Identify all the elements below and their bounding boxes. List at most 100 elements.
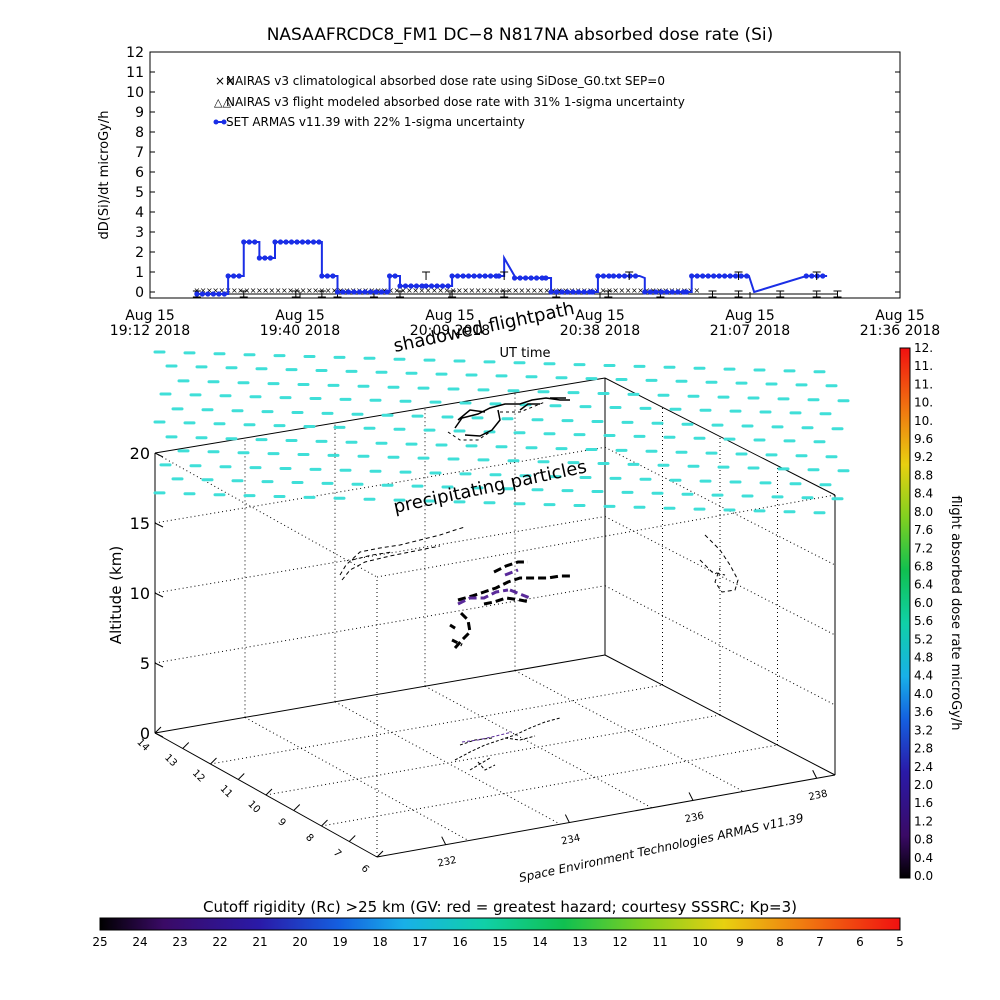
svg-text:△△: △△ <box>214 96 231 109</box>
armas-point <box>590 289 596 295</box>
armas-point <box>454 273 461 279</box>
clim-marker: × <box>619 286 626 295</box>
armas-point <box>408 283 414 289</box>
clim-marker: × <box>481 286 488 295</box>
rigidity-colorbar-tick: 18 <box>372 935 387 949</box>
legend-entry-nairas-flight: △△ NAIRAS v3 flight modeled absorbed dos… <box>214 95 685 109</box>
armas-point <box>460 273 466 279</box>
floor-gridline <box>244 716 469 842</box>
dose-colorbar-tick: 1.6 <box>914 796 933 810</box>
y-tick-label: 11 <box>126 65 144 81</box>
dose-colorbar-label: flight absorbed dose rate microGy/h <box>948 496 963 731</box>
armas-point <box>334 289 341 295</box>
rigidity-colorbar-tick: 7 <box>816 935 824 949</box>
armas-point <box>419 283 425 289</box>
rigidity-colorbar-tick: 22 <box>212 935 227 949</box>
lat-tick-label: 6 <box>359 863 371 875</box>
clim-marker: × <box>256 286 263 295</box>
dose-colorbar-tick: 3.6 <box>914 705 933 719</box>
clim-marker: × <box>512 286 519 295</box>
dose-colorbar-tick: 6.4 <box>914 578 933 592</box>
rigidity-colorbar-tick: 14 <box>532 935 547 949</box>
armas-point <box>445 283 451 289</box>
plot-frame <box>149 51 901 299</box>
y-tick-label: 5 <box>135 185 144 201</box>
series-armas <box>194 239 828 297</box>
dose-colorbar-tick: 0.0 <box>914 869 933 883</box>
dose-colorbar-tick: 0.4 <box>914 851 933 865</box>
armas-point <box>543 275 549 281</box>
alt-tick-label: 15 <box>130 514 150 533</box>
legend-entry-nairas-clim: ×× NAIRAS v3 climatological absorbed dos… <box>215 74 665 88</box>
x-tick-time: 19:40 2018 <box>260 323 340 339</box>
armas-point <box>362 289 368 295</box>
box-edge <box>154 654 606 734</box>
rigidity-colorbar-tick: 24 <box>132 935 147 949</box>
clim-marker: × <box>531 286 538 295</box>
clim-marker: × <box>475 286 482 295</box>
armas-point <box>653 289 659 295</box>
armas-point <box>621 273 628 279</box>
lon-tick-mark <box>441 836 447 845</box>
y-tick-label: 8 <box>135 125 144 141</box>
armas-point <box>694 273 700 279</box>
lat-tick-label: 11 <box>218 783 235 800</box>
armas-point <box>664 289 670 295</box>
clim-marker: × <box>469 286 476 295</box>
legend-label-armas: SET ARMAS v11.39 with 22% 1-sigma uncert… <box>226 115 525 129</box>
rigidity-colorbar-tick: 6 <box>856 935 864 949</box>
armas-point <box>367 289 374 295</box>
clim-marker: × <box>437 286 444 295</box>
armas-point <box>700 273 706 279</box>
lat-tick-mark <box>265 788 273 796</box>
alt-tick-mark <box>154 522 164 528</box>
x-tick-date: Aug 15 <box>125 308 175 324</box>
shadow-flightpath-ground-dose <box>461 731 513 743</box>
armas-point <box>305 239 311 245</box>
flight-track-3d <box>453 560 570 649</box>
armas-point <box>256 255 262 261</box>
clim-marker: × <box>494 286 501 295</box>
x-tick-time: 21:36 2018 <box>860 323 940 339</box>
clim-marker: × <box>212 286 219 295</box>
shadow-flightpath-top <box>454 397 570 437</box>
armas-point <box>262 255 268 261</box>
armas-point <box>616 273 622 279</box>
rigidity-colorbar-tick: 9 <box>736 935 744 949</box>
series-layer: × × × × × × × × × × × × × × × × × × × × × × × × × × × × × × × × × × × × × × × ×… <box>192 239 842 298</box>
armas-point <box>210 291 216 297</box>
armas-point <box>559 289 565 295</box>
armas-point <box>294 239 300 245</box>
rigidity-colorbar-tick: 17 <box>412 935 427 949</box>
lat-tick-mark <box>182 742 190 749</box>
dose-colorbar-tick: 8.0 <box>914 505 933 519</box>
rigidity-colorbar: Cutoff rigidity (Rc) >25 km (GV: red = g… <box>92 898 903 949</box>
dose-colorbar-tick: 2.4 <box>914 760 933 774</box>
rigidity-colorbar-tick: 10 <box>692 935 707 949</box>
armas-point <box>581 289 587 295</box>
clim-marker: × <box>687 286 694 295</box>
shadow-flightpath-right <box>699 534 739 593</box>
armas-point <box>733 273 739 279</box>
armas-point <box>324 273 330 279</box>
alt-tick-label: 10 <box>130 584 150 603</box>
alt-gridline <box>604 585 836 706</box>
x-axis-label: UT time <box>500 346 551 361</box>
armas-point <box>310 239 317 245</box>
dose-colorbar-tick: 11. <box>914 359 933 373</box>
figure-title: NASAAFRCDC8_FM1 DC−8 N817NA absorbed dos… <box>267 25 774 45</box>
armas-point <box>277 239 284 245</box>
lon-tick-label: 236 <box>684 811 705 826</box>
legend: ×× NAIRAS v3 climatological absorbed dos… <box>213 74 685 129</box>
armas-point <box>246 239 252 245</box>
armas-point <box>221 291 227 297</box>
lat-tick-label: 13 <box>162 752 179 769</box>
box-edge-dotted <box>376 494 836 578</box>
clim-marker: × <box>594 286 601 295</box>
x-tick-time: 20:09 2018 <box>410 323 490 339</box>
box-edge <box>376 774 836 858</box>
clim-marker: × <box>281 286 288 295</box>
armas-point <box>351 289 357 295</box>
lon-tick-mark <box>564 814 570 823</box>
armas-point <box>236 273 242 279</box>
